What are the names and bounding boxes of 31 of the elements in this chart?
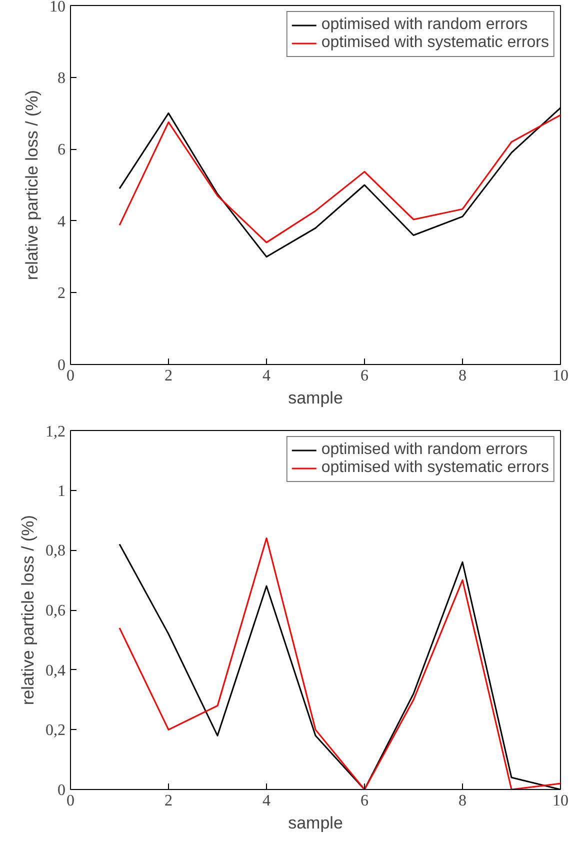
y-tick-label: 1 (58, 482, 66, 500)
x-tick-label: 2 (164, 368, 172, 384)
legend-label: optimised with systematic errors (321, 34, 549, 52)
x-tick-label: 6 (360, 792, 368, 810)
legend-label: optimised with random errors (321, 441, 528, 459)
legend-label: optimised with systematic errors (321, 459, 549, 477)
x-tick-label: 2 (164, 792, 172, 810)
y-tick-label: 4 (58, 213, 66, 230)
y-tick-label: 8 (58, 70, 66, 87)
y-axis-title: relative particle loss / (%) (18, 515, 38, 705)
x-tick-label: 4 (262, 368, 270, 384)
y-tick-label: 0 (58, 357, 66, 374)
x-tick-label: 10 (552, 368, 568, 384)
y-tick-label: 0,8 (46, 542, 66, 560)
y-tick-label: 6 (58, 142, 66, 159)
x-tick-label: 10 (552, 792, 568, 810)
legend-label: optimised with random errors (321, 16, 528, 34)
x-tick-label: 4 (262, 792, 270, 810)
y-tick-label: 0,6 (46, 602, 66, 620)
x-axis-title: sample (288, 388, 343, 408)
x-tick-label: 8 (458, 792, 466, 810)
y-tick-label: 1,2 (46, 424, 66, 440)
x-tick-label: 8 (458, 368, 466, 384)
y-tick-label: 0,4 (46, 662, 66, 680)
y-tick-label: 2 (58, 285, 66, 302)
x-axis-title: sample (288, 814, 343, 832)
y-axis-title: relative particle loss / (%) (22, 90, 42, 280)
y-tick-label: 10 (50, 0, 66, 16)
y-tick-label: 0,2 (46, 722, 66, 740)
y-tick-label: 0 (58, 782, 66, 799)
x-tick-label: 6 (360, 368, 368, 384)
